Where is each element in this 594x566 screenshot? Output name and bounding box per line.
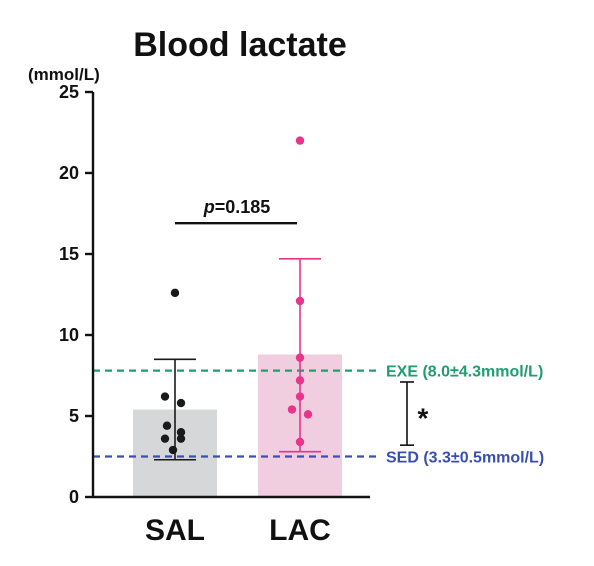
y-tick-label: 5	[69, 406, 79, 426]
reference-label-exe: EXE (8.0±4.3mmol/L)	[386, 364, 543, 381]
p-value-label: p=0.185	[203, 197, 271, 217]
data-point-lac	[295, 353, 305, 362]
y-axis-unit: (mmol/L)	[28, 65, 100, 84]
data-point-lac	[287, 405, 297, 414]
y-tick-label: 10	[59, 325, 79, 345]
data-point-sal	[168, 445, 178, 455]
data-point-sal	[162, 421, 172, 430]
data-points-layer	[160, 136, 313, 455]
data-point-sal	[170, 288, 180, 298]
x-axis-labels: SAL LAC	[145, 514, 331, 547]
data-point-sal	[176, 434, 186, 443]
data-point-lac	[295, 437, 305, 447]
data-point-lac	[303, 410, 313, 419]
y-tick-label: 15	[59, 244, 79, 264]
chart-title: Blood lactate	[133, 26, 346, 64]
p-value-symbol: p	[203, 197, 215, 217]
x-label-sal: SAL	[145, 514, 205, 547]
y-tick-label: 20	[59, 163, 79, 183]
significance-star: *	[418, 403, 429, 434]
data-point-sal	[176, 398, 186, 408]
data-point-sal	[160, 434, 170, 443]
y-tick-label: 25	[59, 82, 79, 102]
data-point-lac	[295, 376, 305, 385]
y-tick-label: 0	[69, 487, 79, 507]
data-point-lac	[295, 296, 305, 306]
data-point-lac	[295, 392, 305, 401]
y-axis: 0 5 10 15 20 25	[59, 82, 370, 507]
x-label-lac: LAC	[269, 514, 331, 547]
data-point-sal	[176, 428, 186, 437]
reference-label-sed: SED (3.3±0.5mmol/L)	[386, 450, 544, 467]
reference-lines-layer: EXE (8.0±4.3mmol/L) SED (3.3±0.5mmol/L)	[93, 364, 544, 467]
annotations-layer: p=0.185 *	[175, 197, 429, 446]
p-value-number: =0.185	[215, 197, 271, 217]
data-point-sal	[160, 392, 170, 401]
data-point-lac	[295, 136, 305, 145]
